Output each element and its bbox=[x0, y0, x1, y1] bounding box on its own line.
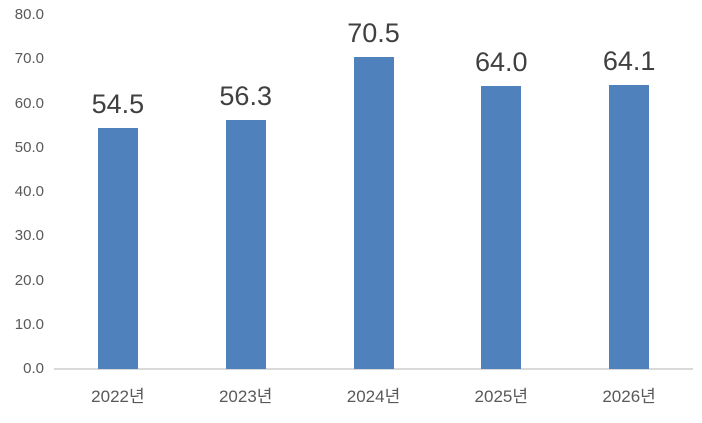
y-tick-label: 0.0 bbox=[23, 360, 44, 377]
x-category-label: 2025년 bbox=[474, 387, 529, 406]
y-tick-label: 20.0 bbox=[14, 271, 44, 289]
x-category-label: 2024년 bbox=[346, 387, 401, 406]
y-tick-label: 50.0 bbox=[14, 138, 44, 156]
bar-value-label: 56.3 bbox=[219, 80, 272, 111]
bar-value-label: 70.5 bbox=[347, 18, 400, 49]
y-tick-label: 30.0 bbox=[14, 227, 44, 245]
y-tick-label: 60.0 bbox=[14, 94, 44, 112]
bar bbox=[481, 85, 522, 369]
x-category-label: 2026년 bbox=[602, 387, 656, 406]
bar-value-label: 64.1 bbox=[602, 46, 656, 77]
bar bbox=[97, 127, 138, 369]
y-tick-label: 70.0 bbox=[14, 50, 44, 68]
bar-value-label: 54.5 bbox=[91, 88, 145, 119]
x-category-label: 2022년 bbox=[91, 387, 145, 406]
y-tick-label: 10.0 bbox=[14, 315, 44, 333]
y-tick-label: 80.0 bbox=[14, 6, 44, 23]
y-tick-label: 40.0 bbox=[14, 183, 44, 200]
x-category-label: 2023년 bbox=[218, 387, 273, 406]
bar bbox=[353, 57, 394, 369]
bar-value-label: 64.0 bbox=[475, 46, 528, 77]
bar bbox=[609, 85, 650, 369]
x-axis-line bbox=[54, 368, 693, 370]
bar bbox=[225, 119, 266, 369]
